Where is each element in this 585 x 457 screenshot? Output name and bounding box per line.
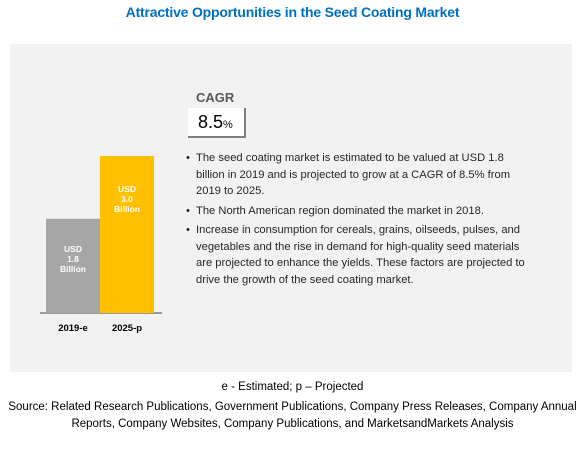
- bar-data-label: USD 1.8 Billion: [60, 244, 86, 274]
- bar-2019-e: [46, 218, 100, 313]
- bar-2025-p: [100, 156, 154, 313]
- source-note: Source: Related Research Publications, G…: [8, 401, 577, 430]
- category-label: 2025-p: [112, 323, 142, 334]
- key-point: • The North American region dominated the…: [186, 204, 484, 217]
- chart-title: Attractive Opportunities in the Seed Coa…: [125, 4, 460, 20]
- key-point: • The seed coating market is estimated to…: [186, 152, 511, 197]
- key-point: • Increase in consumption for cereals, gr…: [186, 224, 525, 286]
- cagr-value: 8.5%: [198, 112, 233, 132]
- footnote: e - Estimated; p – Projected: [221, 381, 364, 393]
- bar-data-label: USD 3.0 Billion: [114, 184, 140, 214]
- key-points-list: • The seed coating market is estimated to…: [186, 150, 534, 291]
- cagr-label: CAGR: [196, 90, 235, 105]
- category-label: 2019-e: [58, 323, 88, 334]
- cagr-value-box: 8.5%: [188, 108, 246, 138]
- cagr-callout: CAGR 8.5%: [188, 82, 532, 138]
